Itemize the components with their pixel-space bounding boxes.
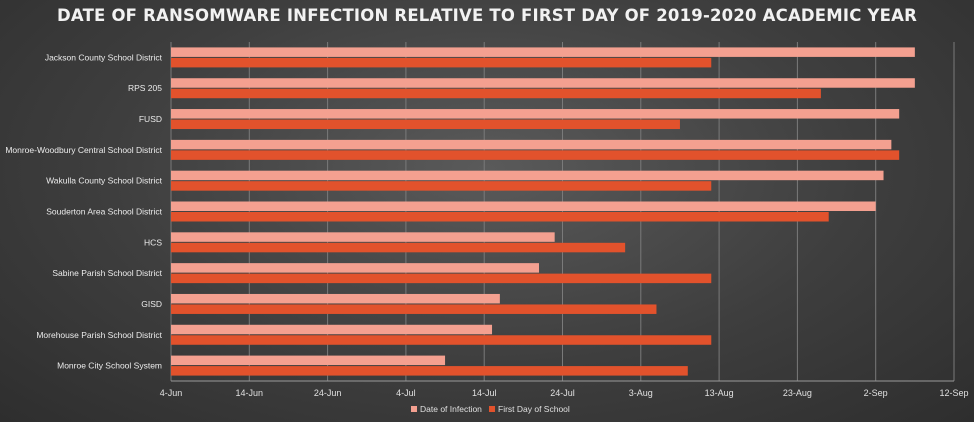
x-tick-label: 4-Jul (396, 388, 416, 398)
legend-swatch-date-of-infection (411, 406, 417, 412)
bar-first-day-of-school (171, 335, 712, 345)
category-label: GISD (141, 299, 162, 309)
x-tick-label: 4-Jun (160, 388, 183, 398)
bar-first-day-of-school (171, 273, 712, 284)
category-label: FUSD (139, 114, 162, 124)
bar-date-of-infection (171, 139, 892, 150)
category-label: Sabine Parish School District (52, 268, 162, 278)
bar-first-day-of-school (171, 57, 712, 68)
bar-date-of-infection (171, 293, 500, 304)
category-label: Wakulla County School District (46, 176, 163, 186)
legend-label: First Day of School (498, 404, 570, 414)
category-label: Morehouse Parish School District (36, 330, 162, 340)
category-label: Monroe City School System (57, 361, 162, 371)
x-tick-label: 12-Sep (939, 388, 968, 398)
bar-first-day-of-school (171, 212, 829, 222)
x-tick-label: 14-Jul (472, 388, 497, 398)
category-label: HCS (144, 237, 162, 247)
x-tick-label: 3-Aug (629, 388, 653, 398)
gridlines (170, 42, 955, 382)
bar-first-day-of-school (171, 366, 688, 376)
bar-date-of-infection (171, 355, 446, 366)
x-tick-label: 14-Jun (236, 388, 264, 398)
bars (171, 47, 915, 376)
category-label: RPS 205 (128, 83, 162, 93)
bar-first-day-of-school (171, 119, 680, 130)
x-tick-labels: 4-Jun 14-Jun 24-Jun 4-Jul 14-Jul 24-Jul 3-Aug 1… (160, 388, 969, 398)
x-tick-label: 13-Aug (705, 388, 734, 398)
x-tick-label: 23-Aug (783, 388, 812, 398)
legend: Date of Infection First Day of School (411, 404, 570, 414)
legend-swatch-first-day-of-school (489, 406, 495, 412)
bar-first-day-of-school (171, 242, 626, 253)
x-tick-label: 24-Jun (314, 388, 342, 398)
category-label: Souderton Area School District (46, 207, 162, 217)
bar-date-of-infection (171, 47, 915, 57)
legend-label: Date of Infection (420, 404, 482, 414)
bar-date-of-infection (171, 232, 555, 242)
category-label: Monroe-Woodbury Central School District (5, 145, 162, 155)
bar-date-of-infection (171, 263, 540, 273)
x-tick-label: 2-Sep (864, 388, 888, 398)
bar-date-of-infection (171, 109, 900, 119)
bar-date-of-infection (171, 324, 493, 335)
bar-date-of-infection (171, 201, 876, 211)
bar-first-day-of-school (171, 304, 657, 314)
x-tick-label: 24-Jul (550, 388, 575, 398)
category-label: Jackson County School District (45, 52, 163, 62)
category-labels: Jackson County School District RPS 205 FUS… (5, 52, 162, 370)
bar-first-day-of-school (171, 181, 712, 191)
bar-date-of-infection (171, 78, 915, 88)
bar-first-day-of-school (171, 88, 821, 99)
bar-date-of-infection (171, 170, 884, 181)
chart-title: DATE OF RANSOMWARE INFECTION RELATIVE TO… (56, 6, 917, 25)
bar-first-day-of-school (171, 150, 900, 160)
